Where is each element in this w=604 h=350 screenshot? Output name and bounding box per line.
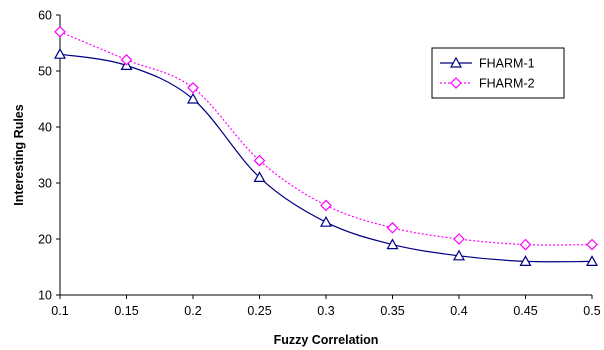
y-tick-label: 30 xyxy=(38,177,52,191)
legend-label: FHARM-1 xyxy=(479,57,535,71)
y-axis-ticks: 10 20 30 40 50 60 xyxy=(38,9,60,303)
legend-item: FHARM-2 xyxy=(440,77,535,91)
x-tick-label: 0.35 xyxy=(380,304,404,318)
triangle-marker xyxy=(519,255,532,266)
diamond-marker xyxy=(586,238,598,251)
triangle-marker xyxy=(386,238,399,250)
x-tick-label: 0.25 xyxy=(247,304,271,318)
legend-item: FHARM-1 xyxy=(440,57,535,71)
y-tick-label: 10 xyxy=(38,289,52,303)
x-tick-label: 0.15 xyxy=(114,304,138,318)
plot-area: 10 20 30 40 50 60 0.1 0.15 0.2 0.25 0.3 0.35 0.4 0.4… xyxy=(38,9,601,319)
y-tick-label: 40 xyxy=(38,121,52,135)
triangle-marker xyxy=(452,249,466,261)
series-FHARM-2 xyxy=(54,25,598,251)
diamond-marker xyxy=(120,53,133,66)
x-axis-ticks: 0.1 0.15 0.2 0.25 0.3 0.35 0.4 0.45 0.5 xyxy=(51,295,601,318)
triangle-marker xyxy=(253,171,266,182)
diamond-marker xyxy=(187,81,199,94)
diamond-marker xyxy=(450,77,462,89)
x-tick-label: 0.2 xyxy=(184,304,201,318)
x-tick-label: 0.1 xyxy=(51,304,68,318)
triangle-marker xyxy=(186,92,200,104)
diamond-marker xyxy=(253,154,266,167)
triangle-marker xyxy=(585,255,599,266)
x-tick-label: 0.45 xyxy=(513,304,537,318)
y-tick-label: 20 xyxy=(38,233,52,247)
legend-label: FHARM-2 xyxy=(479,77,535,91)
x-tick-label: 0.5 xyxy=(583,304,600,318)
x-axis-title: Fuzzy Correlation xyxy=(274,333,379,347)
triangle-marker xyxy=(53,47,67,59)
diamond-marker xyxy=(320,199,332,212)
y-axis-title: Interesting Rules xyxy=(12,104,26,205)
diamond-marker xyxy=(54,25,66,38)
x-tick-label: 0.3 xyxy=(317,304,334,318)
triangle-marker xyxy=(449,56,463,68)
y-tick-label: 60 xyxy=(38,9,52,23)
series-layer xyxy=(53,25,599,266)
y-tick-label: 50 xyxy=(38,65,52,79)
x-tick-label: 0.4 xyxy=(450,304,467,318)
series-FHARM-1 xyxy=(53,47,599,266)
legend: FHARM-1 FHARM-2 xyxy=(431,47,565,99)
triangle-marker xyxy=(319,215,333,227)
diamond-marker xyxy=(453,233,465,245)
diamond-marker xyxy=(519,238,532,251)
diamond-marker xyxy=(386,221,399,234)
legend-box xyxy=(431,47,565,99)
